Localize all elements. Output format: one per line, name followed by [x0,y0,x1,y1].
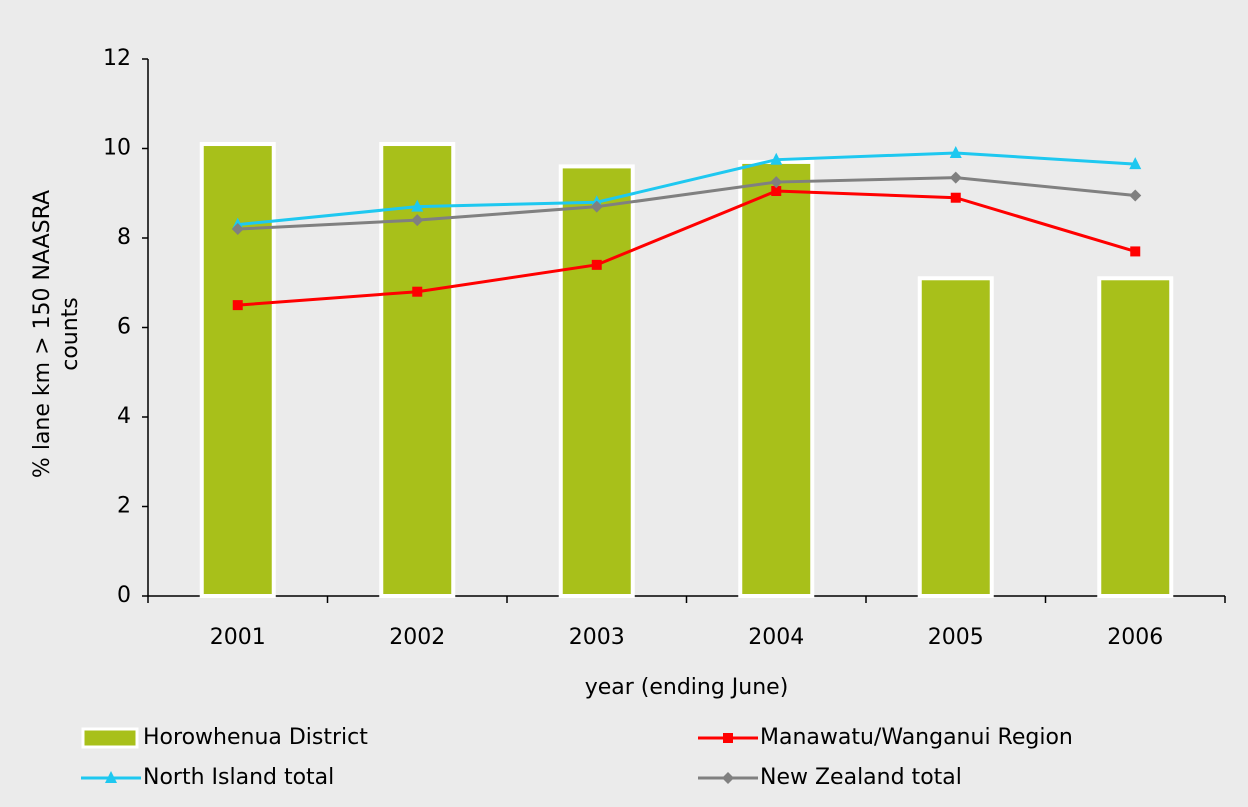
point [770,176,783,189]
legend-label: Horowhenua District [143,725,368,750]
point [1129,189,1142,202]
point [231,223,244,236]
legend-label: New Zealand total [760,765,962,790]
series-line [237,189,1136,307]
x-tick-label: 2002 [389,625,445,650]
point [1130,246,1141,257]
point [770,152,783,165]
bar [1097,276,1174,598]
y-tick-label: 4 [117,404,131,429]
bar [917,276,994,598]
point [1129,157,1142,170]
y-tick-label: 8 [117,225,131,250]
y-tick-label: 0 [117,583,131,608]
x-tick-label: 2003 [569,625,625,650]
y-tick-label: 2 [117,494,131,519]
legend-label: Manawatu/Wanganui Region [760,725,1073,750]
point [590,200,603,213]
point [949,145,962,158]
bar [199,142,276,598]
legend-marker [105,771,117,783]
point [950,192,961,203]
y-tick-label: 12 [103,46,131,71]
bar [379,142,456,598]
legend-marker [723,733,733,743]
point [949,171,962,184]
y-tick-label: 10 [103,136,131,161]
point [771,186,782,197]
series-line [237,151,1136,227]
point [412,286,423,297]
x-axis-label: year (ending June) [585,675,789,700]
y-tick-label: 6 [117,315,131,340]
x-tick-label: 2004 [748,625,804,650]
point [232,300,243,311]
x-tick-label: 2001 [210,625,266,650]
series-line [237,176,1136,231]
point [411,214,424,227]
legend-label: North Island total [143,765,334,790]
bar [738,159,815,599]
y-axis-label: % lane km > 150 NAASRA counts [30,189,83,479]
bar [558,164,635,598]
legend-marker [722,772,734,784]
legend-swatch [81,727,139,749]
x-tick-label: 2005 [928,625,984,650]
point [411,199,424,212]
x-tick-label: 2006 [1107,625,1163,650]
point [591,259,602,270]
